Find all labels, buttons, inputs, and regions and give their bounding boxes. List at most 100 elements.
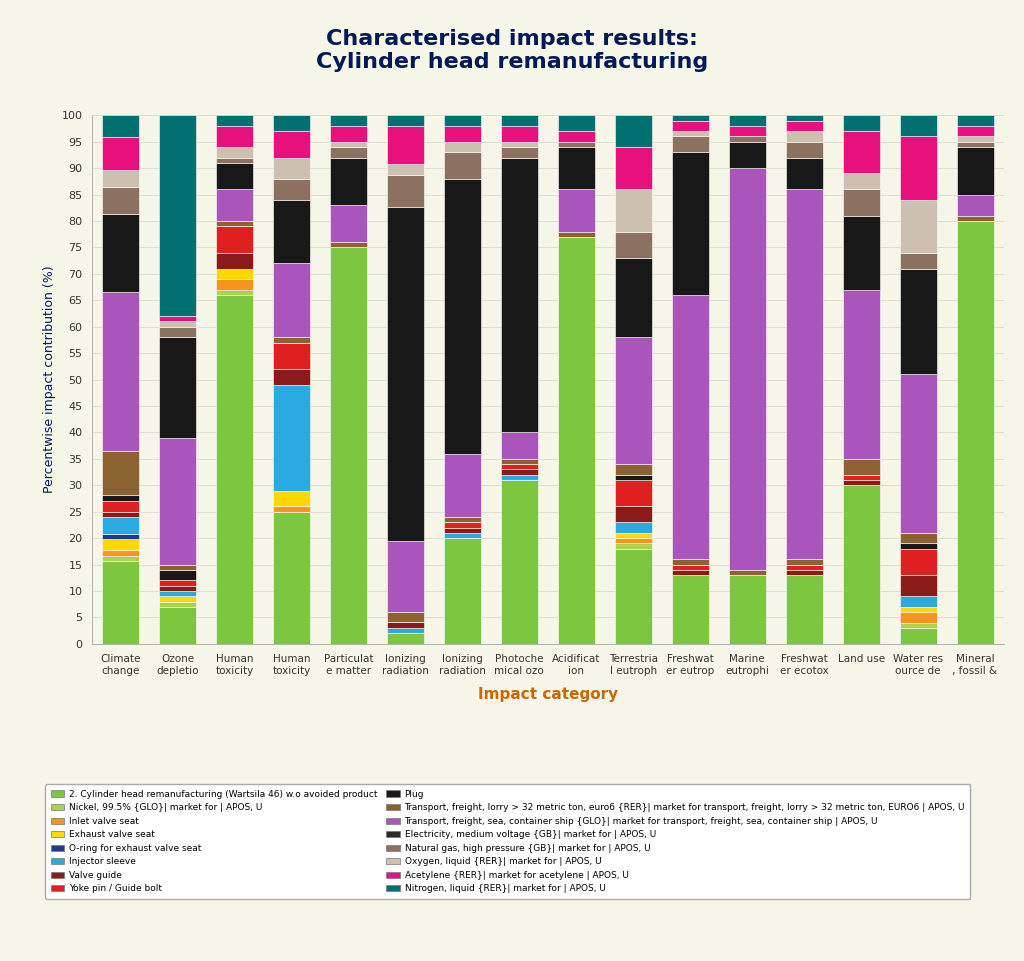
Bar: [672, 120, 709, 131]
Bar: [273, 369, 310, 384]
Bar: [330, 142, 367, 147]
Bar: [501, 464, 538, 470]
Bar: [501, 142, 538, 147]
Bar: [330, 115, 367, 126]
Bar: [956, 147, 993, 194]
Bar: [672, 575, 709, 644]
Bar: [501, 469, 538, 475]
Bar: [558, 115, 595, 131]
Bar: [273, 158, 310, 179]
Bar: [899, 544, 937, 549]
Bar: [216, 221, 253, 227]
Bar: [614, 115, 652, 147]
Bar: [159, 327, 197, 337]
Bar: [216, 290, 253, 295]
Bar: [614, 232, 652, 259]
Bar: [501, 480, 538, 644]
Bar: [729, 141, 766, 168]
Bar: [387, 207, 424, 541]
Bar: [387, 541, 424, 611]
Bar: [159, 607, 197, 644]
Bar: [330, 126, 367, 141]
Bar: [899, 575, 937, 596]
Bar: [102, 291, 139, 451]
Bar: [672, 295, 709, 559]
Bar: [273, 490, 310, 506]
Bar: [330, 158, 367, 206]
Bar: [216, 295, 253, 644]
Bar: [785, 158, 822, 189]
Bar: [843, 459, 880, 475]
Bar: [216, 253, 253, 268]
Bar: [102, 186, 139, 214]
Bar: [672, 559, 709, 565]
Bar: [729, 575, 766, 644]
Bar: [843, 216, 880, 290]
Bar: [899, 253, 937, 268]
Bar: [443, 126, 481, 141]
Bar: [899, 607, 937, 612]
Bar: [614, 523, 652, 532]
Bar: [501, 158, 538, 432]
Bar: [159, 602, 197, 607]
Bar: [330, 205, 367, 242]
Bar: [216, 226, 253, 253]
Bar: [899, 115, 937, 136]
Bar: [501, 475, 538, 480]
Bar: [614, 549, 652, 644]
Bar: [785, 115, 822, 121]
Bar: [159, 580, 197, 586]
Bar: [899, 200, 937, 253]
Bar: [672, 152, 709, 295]
Bar: [102, 451, 139, 495]
Bar: [899, 612, 937, 623]
Bar: [159, 570, 197, 580]
Bar: [614, 506, 652, 523]
Bar: [614, 259, 652, 337]
Bar: [443, 517, 481, 523]
Bar: [273, 200, 310, 263]
Bar: [614, 147, 652, 189]
Bar: [159, 438, 197, 565]
Bar: [843, 485, 880, 644]
Bar: [672, 136, 709, 152]
Bar: [558, 147, 595, 189]
Bar: [956, 194, 993, 215]
Bar: [102, 555, 139, 561]
Bar: [216, 158, 253, 162]
Bar: [443, 532, 481, 538]
Bar: [387, 611, 424, 623]
Bar: [614, 532, 652, 538]
Bar: [956, 216, 993, 221]
Bar: [443, 454, 481, 517]
Bar: [216, 126, 253, 147]
Bar: [843, 115, 880, 131]
Bar: [785, 575, 822, 644]
Bar: [443, 115, 481, 126]
Bar: [956, 142, 993, 147]
Bar: [443, 179, 481, 454]
X-axis label: Impact category: Impact category: [478, 687, 617, 702]
Bar: [216, 147, 253, 158]
Bar: [443, 523, 481, 528]
Bar: [102, 533, 139, 539]
Bar: [102, 137, 139, 170]
Bar: [443, 141, 481, 152]
Bar: [614, 189, 652, 232]
Bar: [672, 570, 709, 575]
Bar: [899, 596, 937, 607]
Bar: [558, 189, 595, 232]
Bar: [785, 141, 822, 158]
Bar: [843, 132, 880, 174]
Bar: [102, 214, 139, 291]
Bar: [216, 189, 253, 221]
Bar: [273, 506, 310, 511]
Y-axis label: Percentwise impact contribution (%): Percentwise impact contribution (%): [43, 266, 56, 493]
Bar: [614, 538, 652, 544]
Bar: [273, 131, 310, 158]
Bar: [387, 628, 424, 633]
Bar: [102, 170, 139, 186]
Bar: [558, 232, 595, 237]
Bar: [785, 559, 822, 565]
Bar: [387, 175, 424, 207]
